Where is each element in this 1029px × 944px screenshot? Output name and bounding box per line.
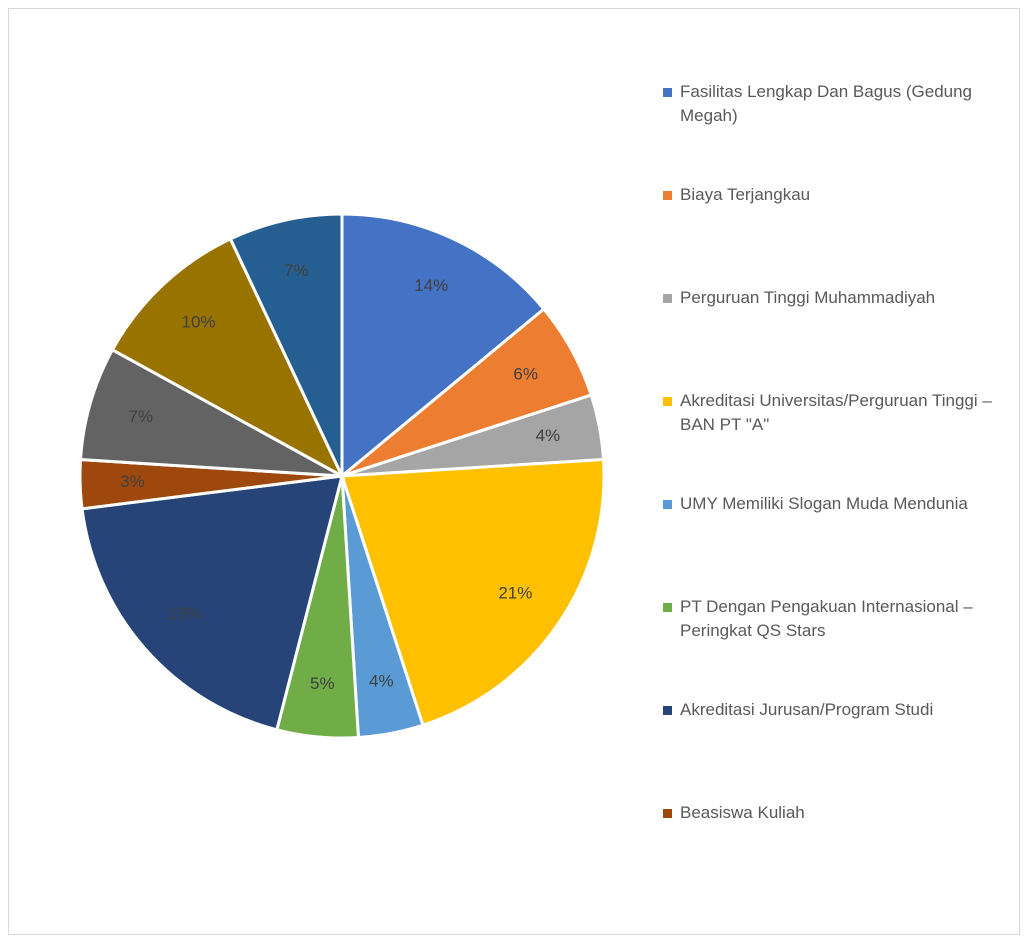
legend-label: Biaya Terjangkau <box>680 185 811 204</box>
pie-slice <box>340 212 546 480</box>
legend-label: Fasilitas Lengkap Dan Bagus (Gedung Mega… <box>680 82 973 125</box>
pie-slice <box>228 212 344 477</box>
legend-item: Fasilitas Lengkap Dan Bagus (Gedung Mega… <box>663 80 1003 128</box>
data-label: 7% <box>284 261 309 280</box>
legend-item: Akreditasi Universitas/Perguruan Tinggi … <box>663 389 1003 437</box>
chart-frame <box>8 8 1020 935</box>
legend-label: Akreditasi Jurusan/Program Studi <box>680 700 934 719</box>
legend-item: Beasiswa Kuliah <box>663 801 1003 825</box>
data-label: 3% <box>120 472 145 491</box>
legend-swatch <box>663 294 672 303</box>
legend-item: PT Dengan Pengakuan Internasional – Peri… <box>663 595 1003 643</box>
legend-label: Akreditasi Universitas/Perguruan Tinggi … <box>680 391 992 434</box>
legend-item: UMY Memiliki Slogan Muda Mendunia <box>663 492 1003 516</box>
legend-item: Perguruan Tinggi Muhammadiyah <box>663 286 1003 310</box>
legend-swatch <box>663 809 672 818</box>
legend-label: Perguruan Tinggi Muhammadiyah <box>680 288 936 307</box>
data-label: 6% <box>513 365 538 384</box>
data-label: 10% <box>182 313 216 332</box>
legend-swatch <box>663 706 672 715</box>
data-label: 4% <box>536 426 561 445</box>
legend-item: Akreditasi Jurusan/Program Studi <box>663 698 1003 722</box>
data-label: 7% <box>128 407 153 426</box>
pie-slice <box>110 236 346 480</box>
legend-label: PT Dengan Pengakuan Internasional – Peri… <box>680 597 973 640</box>
data-label: 5% <box>310 674 335 693</box>
legend-swatch <box>663 88 672 97</box>
legend-item: Biaya Terjangkau <box>663 183 1003 207</box>
data-label: 21% <box>498 583 532 602</box>
legend-label: UMY Memiliki Slogan Muda Mendunia <box>680 494 968 513</box>
data-label: 4% <box>369 671 394 690</box>
data-label: 19% <box>168 604 202 623</box>
pie-slice <box>78 347 343 478</box>
pie-slice <box>339 457 606 728</box>
legend-swatch <box>663 191 672 200</box>
data-label: 14% <box>414 276 448 295</box>
legend-swatch <box>663 500 672 509</box>
legend-label: Beasiswa Kuliah <box>680 803 805 822</box>
legend-swatch <box>663 397 672 406</box>
legend-swatch <box>663 603 672 612</box>
pie-slice <box>80 474 345 732</box>
